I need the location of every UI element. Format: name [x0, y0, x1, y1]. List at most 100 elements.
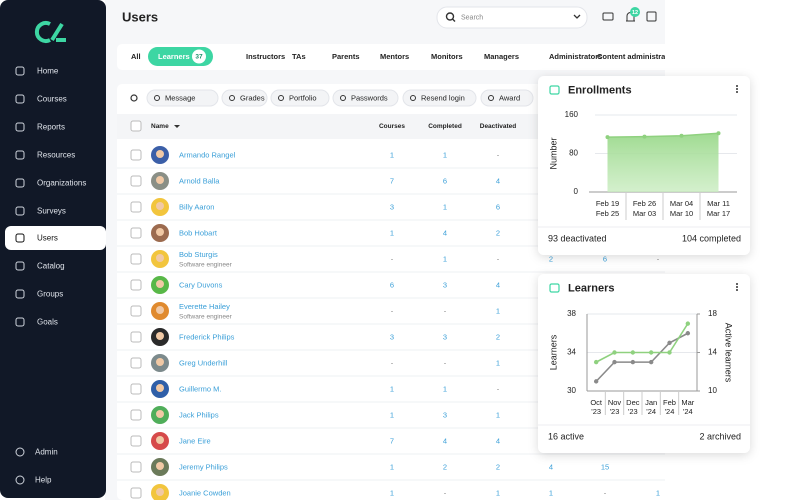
menu-dot[interactable]	[736, 91, 738, 93]
nav-icon	[15, 261, 25, 271]
card-footer-right: 2 archived	[699, 431, 741, 441]
search-box[interactable]	[436, 6, 588, 29]
tab-label[interactable]: Parents	[332, 52, 360, 61]
toolbar-search[interactable]	[130, 94, 138, 102]
tab-label[interactable]: Content administrators	[597, 52, 680, 61]
button-label[interactable]: Portfolio	[289, 93, 317, 102]
tab-label[interactable]: All	[131, 52, 141, 61]
nav-icon	[15, 289, 25, 299]
main: Users Search 12 All Learners 37 Instructors…	[117, 6, 680, 500]
y-tick-label: 160	[565, 110, 579, 119]
user-name[interactable]: Frederick Philips	[179, 332, 235, 341]
tab-label[interactable]: Monitors	[431, 52, 463, 61]
user-name[interactable]: Jane Eire	[179, 436, 211, 445]
mail-icon[interactable]	[602, 12, 614, 21]
checkbox[interactable]	[130, 149, 142, 161]
user-name[interactable]: Bob Hobart	[179, 228, 218, 237]
checkbox[interactable]	[130, 357, 142, 369]
checkbox[interactable]	[130, 383, 142, 395]
column-header[interactable]: Name	[151, 123, 169, 130]
dropdown-icon[interactable]	[573, 14, 581, 19]
nav-label[interactable]: Goals	[37, 318, 58, 327]
button-label[interactable]: Passwords	[351, 93, 388, 102]
toolbar-button[interactable]	[221, 89, 268, 107]
toolbar-button[interactable]	[402, 89, 477, 107]
column-header[interactable]: Completed	[428, 123, 462, 130]
checkbox[interactable]	[130, 435, 142, 447]
search-icon-handle	[452, 18, 456, 22]
menu-dot[interactable]	[736, 283, 738, 285]
user-name[interactable]: Jeremy Philips	[179, 462, 228, 471]
nav-label[interactable]: Surveys	[37, 207, 66, 216]
column-header[interactable]: Deactivated	[480, 123, 517, 130]
checkbox[interactable]	[130, 331, 142, 343]
menu-dot[interactable]	[736, 88, 738, 90]
user-name[interactable]: Billy Aaron	[179, 202, 214, 211]
tab-label[interactable]: Managers	[484, 52, 519, 61]
tab-label[interactable]: Administrators	[549, 52, 602, 61]
checkbox[interactable]	[130, 461, 142, 473]
menu-dot[interactable]	[736, 289, 738, 291]
x-tick-label: Jan	[645, 398, 657, 407]
cell: 1	[390, 462, 394, 471]
button-label[interactable]: Message	[165, 93, 195, 102]
checkbox[interactable]	[130, 305, 142, 317]
button-label[interactable]: Grades	[240, 93, 265, 102]
calendar-icon[interactable]	[646, 11, 657, 22]
checkbox[interactable]	[130, 487, 142, 499]
user-name[interactable]: Guillermo M.	[179, 384, 222, 393]
nav-label[interactable]: Catalog	[37, 262, 65, 271]
checkbox[interactable]	[130, 409, 142, 421]
nav-label[interactable]: Resources	[37, 151, 75, 160]
checkbox[interactable]	[130, 120, 142, 132]
button-label[interactable]: Resend login	[421, 93, 465, 102]
toolbar-button[interactable]	[146, 89, 219, 107]
nav-label[interactable]: Organizations	[37, 179, 86, 188]
nav-label[interactable]: Courses	[37, 95, 67, 104]
toolbar-button[interactable]	[480, 89, 534, 107]
nav-icon	[15, 66, 25, 76]
user-name[interactable]: Bob Sturgis	[179, 250, 218, 259]
nav-label[interactable]: Admin	[35, 448, 58, 457]
user-name[interactable]: Cary Duvons	[179, 280, 223, 289]
x-tick-label: '23	[628, 407, 638, 416]
checkbox[interactable]	[130, 201, 142, 213]
menu-dot[interactable]	[736, 286, 738, 288]
card-footer-left: 93 deactivated	[548, 233, 607, 243]
user-name[interactable]: Armando Rangel	[179, 150, 236, 159]
avatar-face	[156, 150, 164, 158]
tab-label[interactable]: Learners	[158, 52, 190, 61]
card-footer-right: 104 completed	[682, 233, 741, 243]
column-header[interactable]: Courses	[379, 123, 405, 130]
button-label[interactable]: Award	[499, 93, 520, 102]
cell: 4	[443, 436, 447, 445]
user-name[interactable]: Greg Underhill	[179, 358, 228, 367]
tab-label[interactable]: Mentors	[380, 52, 409, 61]
user-name[interactable]: Arnold Balla	[179, 176, 220, 185]
checkbox[interactable]	[130, 227, 142, 239]
menu-dot[interactable]	[736, 85, 738, 87]
nav-label[interactable]: Users	[37, 234, 58, 243]
tab-label[interactable]: Instructors	[246, 52, 285, 61]
user-name[interactable]: Everette Hailey	[179, 302, 230, 311]
tab-label[interactable]: TAs	[292, 52, 306, 61]
logo	[34, 21, 66, 43]
cell: 4	[549, 462, 553, 471]
checkbox[interactable]	[130, 279, 142, 291]
nav-label[interactable]: Reports	[37, 123, 65, 132]
user-name[interactable]: Joanie Cowden	[179, 488, 231, 497]
toolbar-button[interactable]	[270, 89, 330, 107]
table-panel	[117, 84, 665, 500]
user-name[interactable]: Jack Philips	[179, 410, 219, 419]
cell: 1	[443, 254, 447, 263]
nav-label[interactable]: Help	[35, 476, 52, 485]
card-title: Enrollments	[568, 84, 632, 96]
checkbox[interactable]	[130, 175, 142, 187]
nav-label[interactable]: Groups	[37, 290, 63, 299]
toolbar-button[interactable]	[332, 89, 399, 107]
checkbox[interactable]	[130, 253, 142, 265]
cell: -	[444, 358, 447, 367]
nav-label[interactable]: Home	[37, 67, 59, 76]
card: Learners 30 34 38 Learners 10 14 18 Active learn…	[538, 274, 750, 453]
